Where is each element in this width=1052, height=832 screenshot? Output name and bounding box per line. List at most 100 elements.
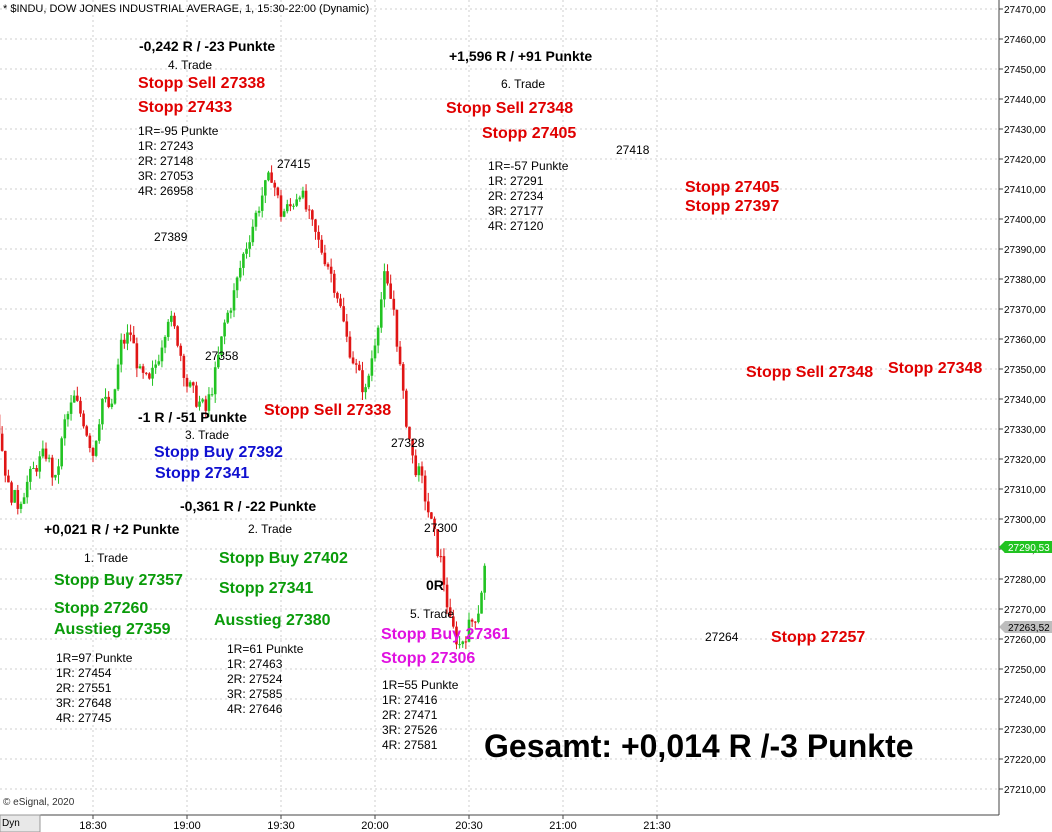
trade2-stop: Stopp 27341 <box>219 580 314 597</box>
candle-body <box>129 332 132 335</box>
candle-body <box>213 367 217 395</box>
candle-body <box>285 204 289 212</box>
candle-body <box>104 396 107 399</box>
candle-body <box>82 413 85 427</box>
candle-body <box>79 400 82 414</box>
candle-body <box>3 450 7 476</box>
candle-body <box>323 252 327 265</box>
price-label: 27328 <box>391 436 425 450</box>
candle-body <box>470 619 474 622</box>
candle-body <box>383 271 386 300</box>
candle-body <box>455 626 458 645</box>
stop-sell-27338-label: Stopp Sell 27338 <box>264 402 392 419</box>
candle-body <box>264 180 267 196</box>
candle-body <box>135 343 139 369</box>
price-label: 27418 <box>616 143 650 157</box>
r-line: 1R: 27463 <box>227 657 283 671</box>
y-tick-label: 27330,00 <box>1004 425 1046 436</box>
x-tick-label: 20:30 <box>455 820 483 832</box>
r-line: 1R: 27291 <box>488 174 544 188</box>
candle-body <box>151 367 154 379</box>
candle-body <box>477 613 480 623</box>
candle-body <box>320 239 324 253</box>
y-tick-label: 27380,00 <box>1004 275 1046 286</box>
r-line: 3R: 27648 <box>56 696 112 710</box>
x-tick-label: 18:30 <box>79 820 107 832</box>
trade1-exit: Ausstieg 27359 <box>54 621 171 638</box>
candle-body <box>430 512 433 519</box>
candle-body <box>242 253 245 268</box>
r-line: 4R: 27745 <box>56 711 112 725</box>
price-label: 27389 <box>154 230 188 244</box>
candle-body <box>163 336 167 348</box>
candle-body <box>342 306 345 322</box>
candle-body <box>257 210 261 213</box>
candle-body <box>88 435 92 448</box>
candle-body <box>154 364 157 368</box>
candle-body <box>148 373 151 379</box>
candle-body <box>276 187 280 196</box>
candle-body <box>97 424 101 441</box>
candle-body <box>113 389 117 404</box>
candle-body <box>29 468 32 482</box>
candle-body <box>442 556 446 585</box>
r-line: 4R: 27646 <box>227 702 283 716</box>
candle-body <box>376 327 380 346</box>
candle-body <box>13 490 16 503</box>
candle-body <box>408 426 411 439</box>
candle-body <box>445 584 449 608</box>
candle-body <box>348 336 352 358</box>
candle-body <box>423 475 427 502</box>
trade5-name: 5. Trade <box>410 607 455 621</box>
y-tick-label: 27430,00 <box>1004 125 1046 136</box>
candle-body <box>123 339 126 344</box>
candle-body <box>50 457 54 478</box>
candle-body <box>245 248 248 254</box>
candle-body <box>173 315 176 327</box>
trade3-buy: Stopp Buy 27392 <box>154 444 283 461</box>
candle-body <box>85 426 89 436</box>
r-line: 1R=97 Punkte <box>56 651 133 665</box>
candle-body <box>201 399 204 402</box>
candle-body <box>336 292 339 299</box>
trade5-buy: Stopp Buy 27361 <box>381 626 510 643</box>
candle-body <box>279 195 283 217</box>
trade1-buy: Stopp Buy 27357 <box>54 572 183 589</box>
candles <box>0 165 486 650</box>
r-line: 1R: 27454 <box>56 666 112 680</box>
candle-body <box>392 298 396 310</box>
candle-body <box>292 205 295 207</box>
grid-lines <box>0 0 999 815</box>
r-line: 2R: 27524 <box>227 672 283 686</box>
y-tick-label: 27250,00 <box>1004 665 1046 676</box>
trade4-name: 4. Trade <box>168 58 213 72</box>
candle-body <box>273 182 277 188</box>
trade6-r-levels: 1R=-57 Punkte 1R: 27291 2R: 27234 3R: 27… <box>488 159 568 234</box>
candle-body <box>307 209 311 211</box>
candle-body <box>119 339 123 365</box>
trade5-r-levels: 1R=55 Punkte 1R: 27416 2R: 27471 3R: 275… <box>382 678 458 753</box>
candle-body <box>473 621 477 623</box>
trade6-name: 6. Trade <box>501 77 546 91</box>
candle-body <box>126 332 129 344</box>
candle-body <box>304 190 308 210</box>
candle-body <box>16 490 20 509</box>
y-tick-label: 27350,00 <box>1004 365 1046 376</box>
candle-body <box>0 433 4 451</box>
trade6-sell: Stopp Sell 27348 <box>446 100 574 117</box>
candle-body <box>63 419 67 439</box>
y-tick-label: 27260,00 <box>1004 635 1046 646</box>
trade1-result: +0,021 R / +2 Punkte <box>44 521 180 537</box>
candle-body <box>389 283 392 299</box>
candle-body <box>398 346 402 365</box>
trade5-stop: Stopp 27306 <box>381 650 476 667</box>
y-tick-label: 27310,00 <box>1004 485 1046 496</box>
stop-27397-label: Stopp 27397 <box>685 198 780 215</box>
candle-body <box>267 172 270 181</box>
candle-body <box>32 468 35 470</box>
trade1-stop: Stopp 27260 <box>54 600 149 617</box>
candle-body <box>94 440 98 456</box>
trade4-result: -0,242 R / -23 Punkte <box>139 38 276 54</box>
candle-body <box>107 396 110 407</box>
